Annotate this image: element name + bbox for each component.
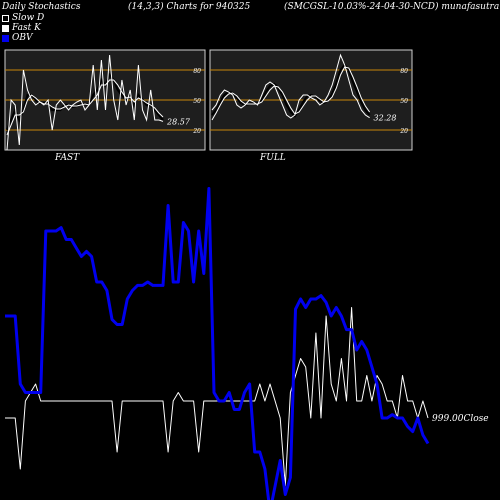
series-slow-d2 (6, 79, 164, 136)
header-params: (14,3,3) Charts for 940325 (128, 2, 251, 12)
panel-title: FAST (54, 153, 80, 163)
series-price (5, 307, 429, 487)
tick-label-80: 80 (193, 68, 201, 75)
series-full-d (211, 63, 371, 118)
legend-item-fast-k: Fast K (2, 23, 41, 33)
close-label: 999.00Close (432, 414, 489, 424)
series-obv (5, 187, 430, 500)
legend-swatch-obv (2, 34, 9, 42)
header-symbol: (SMCGSL-10.03%-24-04-30-NCD) munafasutra… (284, 2, 500, 12)
header-title: Daily Stochastics (2, 2, 81, 12)
last-value-label: 28.57 (166, 117, 191, 126)
tick-label-20: 20 (192, 128, 201, 135)
legend-swatch-slow-d (2, 14, 9, 22)
legend-item-slow-d: Slow D (2, 13, 44, 23)
legend-label-obv: OBV (12, 33, 33, 43)
panel-title: FULL (259, 153, 286, 163)
series-full-d2 (211, 66, 371, 121)
legend-label-slow-d: Slow D (12, 13, 45, 23)
legend-swatch-fast-k (2, 24, 9, 32)
obv-panel: 999.00Close (5, 187, 489, 500)
tick-label-80: 80 (400, 68, 408, 75)
series-fast-k (6, 54, 164, 151)
tick-label-50: 50 (193, 98, 201, 105)
last-value-label: 32.28 (374, 114, 397, 123)
legend-item-obv: OBV (2, 33, 33, 43)
legend-label-fast-k: Fast K (12, 23, 41, 33)
series-full-k (211, 53, 370, 119)
tick-label-20: 20 (399, 128, 408, 135)
tick-label-50: 50 (400, 98, 408, 105)
